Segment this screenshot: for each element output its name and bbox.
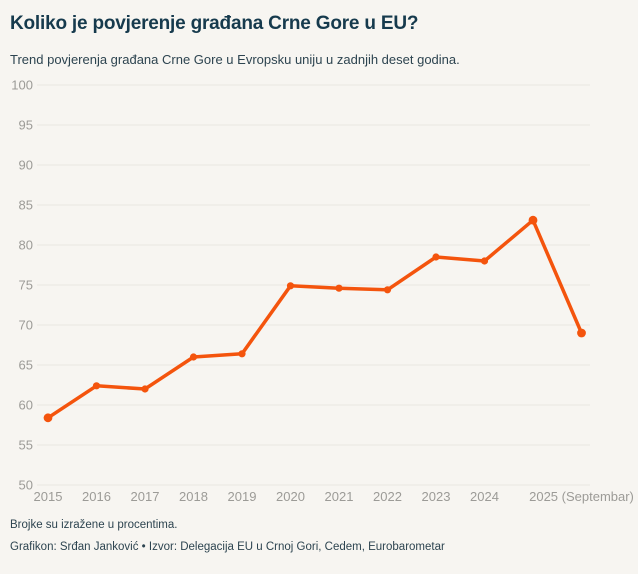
y-tick-label: 75 <box>19 278 33 293</box>
footer-note: Brojke su izražene u procentima. <box>10 519 178 531</box>
y-tick-label: 95 <box>19 118 33 133</box>
data-point <box>238 350 246 358</box>
data-point <box>432 253 440 261</box>
footer-credits: Grafikon: Srđan Janković • Izvor: Delega… <box>10 541 445 553</box>
y-tick-label: 80 <box>19 238 33 253</box>
x-tick-label: 2021 <box>325 489 354 504</box>
y-tick-label: 60 <box>19 398 33 413</box>
data-point <box>43 413 53 423</box>
x-tick-label: 2020 <box>276 489 305 504</box>
trend-line <box>46 218 584 420</box>
data-point <box>528 215 538 225</box>
y-tick-label: 85 <box>19 198 33 213</box>
x-tick-label: 2016 <box>82 489 111 504</box>
chart-subtitle: Trend povjerenja građana Crne Gore u Evr… <box>10 52 460 67</box>
y-tick-label: 65 <box>19 358 33 373</box>
x-tick-label: 2015 <box>34 489 63 504</box>
x-tick-label: 2023 <box>422 489 451 504</box>
chart-title: Koliko je povjerenje građana Crne Gore u… <box>10 13 419 34</box>
x-tick-label: 2017 <box>131 489 160 504</box>
y-tick-label: 55 <box>19 438 33 453</box>
x-tick-label: 2019 <box>228 489 257 504</box>
y-tick-label: 50 <box>19 478 33 493</box>
y-tick-label: 70 <box>19 318 33 333</box>
data-point <box>141 385 149 393</box>
data-point <box>480 257 489 265</box>
x-tick-label: 2018 <box>179 489 208 504</box>
x-tick-label: 2022 <box>373 489 402 504</box>
x-tick-label: 2024 <box>470 489 499 504</box>
data-point <box>189 353 198 361</box>
x-tick-label: 2025 (Septembar) <box>529 489 634 504</box>
data-point <box>383 286 392 294</box>
data-point <box>335 284 343 292</box>
y-tick-label: 100 <box>11 78 33 93</box>
data-point <box>577 328 586 338</box>
y-tick-label: 90 <box>19 158 33 173</box>
data-point <box>286 282 295 290</box>
data-point <box>92 382 101 390</box>
